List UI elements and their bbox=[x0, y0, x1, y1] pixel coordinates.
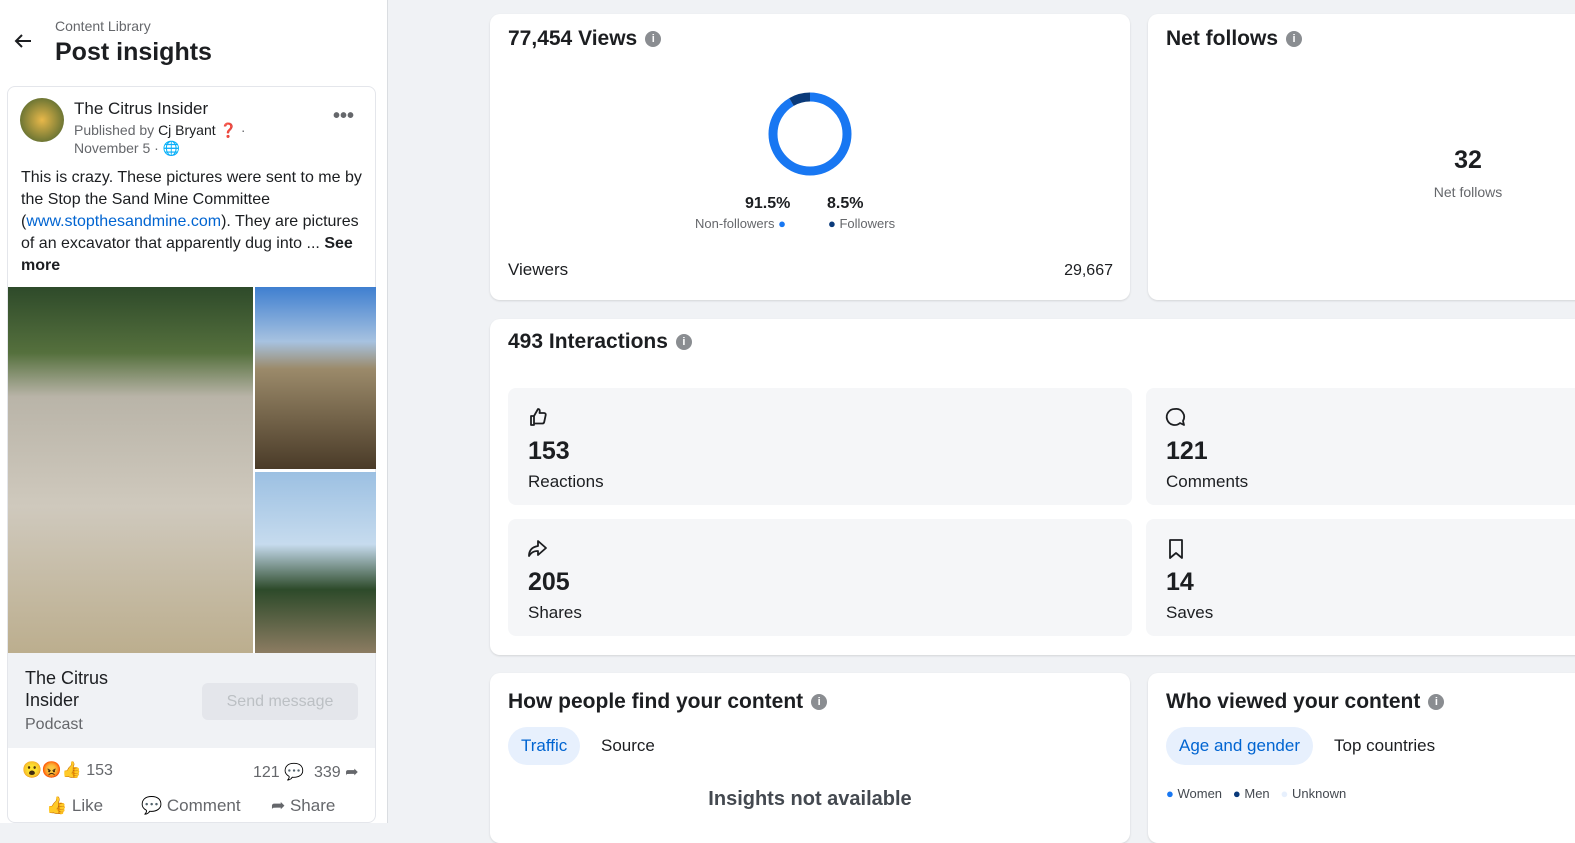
comment-label: Comment bbox=[166, 796, 241, 815]
viewers-label: Viewers bbox=[508, 260, 569, 279]
interaction-label: Shares bbox=[528, 603, 582, 622]
link[interactable]: www.stopthesandmine.com bbox=[26, 213, 222, 230]
net-follows-title-text: Net follows bbox=[1166, 27, 1279, 50]
icon-path bbox=[1169, 539, 1183, 559]
comments: 121 bbox=[253, 764, 280, 781]
interaction-tile: 14 Saves bbox=[1146, 519, 1575, 636]
author[interactable]: Cj Bryant bbox=[158, 122, 216, 138]
share-button[interactable]: ➦ Share bbox=[271, 796, 336, 815]
tab-top-countries[interactable]: Top countries bbox=[1334, 736, 1436, 755]
send-message-button[interactable]: Send message bbox=[202, 683, 358, 720]
like-label: Like bbox=[71, 796, 104, 815]
interaction-label: Comments bbox=[1166, 472, 1249, 491]
button-label: Send message bbox=[226, 693, 334, 710]
interaction-label: Reactions bbox=[528, 472, 604, 491]
find-card: How people find your content i Traffic So… bbox=[490, 673, 1130, 843]
comment-count[interactable]: 121 💬 bbox=[253, 764, 305, 781]
profile-category: Podcast bbox=[25, 716, 83, 733]
who-title: Who viewed your content i bbox=[1166, 690, 1445, 714]
views-donut bbox=[768, 92, 852, 176]
post-card: The Citrus Insider Published by Cj Bryan… bbox=[7, 86, 376, 823]
icon bbox=[1169, 539, 1183, 559]
net-follows-value: 32 bbox=[1454, 146, 1482, 174]
no-insights: Insights not available bbox=[708, 788, 912, 810]
find-title-text: How people find your content bbox=[508, 690, 804, 713]
page-name[interactable]: The Citrus Insider bbox=[74, 99, 209, 118]
icon bbox=[530, 408, 547, 426]
tab-source[interactable]: Source bbox=[601, 736, 655, 755]
net-follows-label: Net follows bbox=[1433, 184, 1503, 200]
share-label: Share bbox=[289, 796, 336, 815]
comment-button[interactable]: 💬 Comment bbox=[141, 796, 241, 815]
published-by: Published by bbox=[74, 122, 155, 138]
back-button[interactable] bbox=[12, 30, 34, 52]
views-title-text: 77,454 Views bbox=[508, 27, 638, 50]
net-follows-card: Net follows i 32 Net follows bbox=[1148, 14, 1575, 300]
tab-traffic[interactable]: Traffic bbox=[508, 727, 581, 765]
avatar[interactable] bbox=[20, 98, 64, 142]
more-button[interactable]: ••• bbox=[333, 105, 355, 127]
text-start: This is crazy. These pictures were sent … bbox=[21, 169, 362, 230]
icon-path bbox=[530, 408, 547, 426]
see-more[interactable]: See more bbox=[21, 235, 353, 274]
post-text: This is crazy. These pictures were sent … bbox=[21, 167, 371, 277]
profile-bar: The Citrus Insider Podcast Send message bbox=[8, 653, 375, 748]
views-card: 77,454 Views i 91.5% 8.5% Non-followers ●… bbox=[490, 14, 1130, 300]
interaction-tile: 153 Reactions bbox=[508, 388, 1132, 505]
breadcrumb[interactable]: Content Library bbox=[55, 18, 151, 34]
legend-men: Men bbox=[1244, 786, 1270, 801]
legend-unknown: Unknown bbox=[1292, 786, 1347, 801]
legend-label: Non-followers bbox=[695, 216, 775, 231]
date[interactable]: November 5 · 🌐 bbox=[74, 140, 181, 156]
donut-segment bbox=[768, 92, 852, 176]
reaction-count[interactable]: 😮😡👍 153 bbox=[22, 762, 113, 779]
interaction-value: 121 bbox=[1166, 437, 1208, 465]
photo-1[interactable] bbox=[8, 287, 253, 653]
legend-non-followers: Non-followers ● bbox=[695, 216, 786, 231]
interaction-label: Saves bbox=[1166, 603, 1214, 622]
photo-2[interactable] bbox=[255, 287, 376, 469]
interactions-title: 493 Interactions i bbox=[508, 330, 692, 354]
donut-segment bbox=[768, 92, 852, 176]
legend-label: Followers bbox=[839, 216, 896, 231]
interactions-card: 493 Interactions i 153 Reactions 121 Comment… bbox=[490, 319, 1575, 655]
profile-name[interactable]: The Citrus Insider bbox=[25, 668, 109, 710]
sidebar: Content Library Post insights The Citrus… bbox=[0, 0, 388, 823]
photo-3[interactable] bbox=[255, 472, 376, 653]
icon bbox=[528, 540, 547, 557]
interaction-value: 205 bbox=[528, 568, 570, 596]
legend-women: Women bbox=[1177, 786, 1223, 801]
legend-followers: ● Followers bbox=[828, 216, 896, 231]
interactions-title-text: 493 Interactions bbox=[508, 330, 668, 353]
viewers-value: 29,667 bbox=[1064, 262, 1113, 279]
non-followers-value: 91.5% bbox=[745, 195, 791, 212]
interaction-tile: 205 Shares bbox=[508, 519, 1132, 636]
views-title: 77,454 Views i bbox=[508, 27, 662, 51]
text-end: ). They are pictures of an excavator tha… bbox=[21, 213, 359, 252]
net-follows-title: Net follows i bbox=[1166, 27, 1303, 51]
who-card: Who viewed your content i Age and gender … bbox=[1148, 673, 1575, 843]
share-count[interactable]: 339 ➦ bbox=[314, 764, 359, 781]
interaction-tile: 121 Comments bbox=[1146, 388, 1575, 505]
shares: 339 bbox=[314, 764, 341, 781]
byline: Published by Cj Bryant ❓ · bbox=[74, 122, 246, 138]
reactions: 153 bbox=[86, 762, 113, 779]
who-title-text: Who viewed your content bbox=[1166, 690, 1421, 713]
like-button[interactable]: 👍 Like bbox=[46, 796, 104, 815]
page-title: Post insights bbox=[55, 38, 212, 66]
followers-value: 8.5% bbox=[827, 195, 864, 212]
icon-path bbox=[1165, 408, 1186, 426]
date-text: November 5 bbox=[74, 140, 151, 156]
tab-age-gender[interactable]: Age and gender bbox=[1166, 727, 1313, 765]
interaction-value: 14 bbox=[1166, 568, 1194, 596]
find-title: How people find your content i bbox=[508, 690, 828, 714]
icon-path bbox=[528, 540, 547, 557]
interaction-value: 153 bbox=[528, 437, 570, 465]
legend: ● Women ● Men ● Unknown bbox=[1166, 786, 1347, 801]
icon bbox=[1165, 408, 1186, 426]
